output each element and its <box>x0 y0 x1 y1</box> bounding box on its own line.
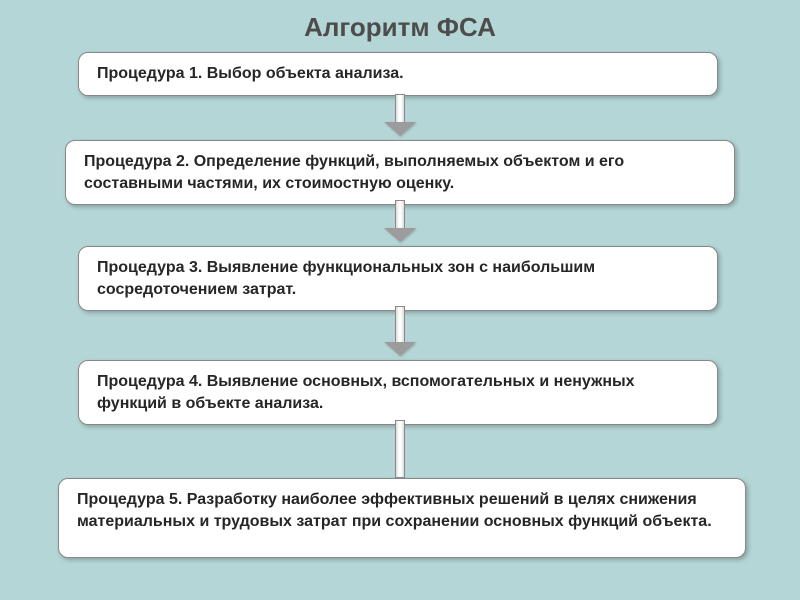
connector-stem <box>395 420 405 478</box>
diagram-title: Алгоритм ФСА <box>0 0 800 43</box>
connector-p3 <box>380 306 420 360</box>
procedure-box-p3: Процедура 3. Выявление функциональных зо… <box>78 246 718 311</box>
procedure-box-p4: Процедура 4. Выявление основных, вспомог… <box>78 360 718 425</box>
connector-p2 <box>380 200 420 246</box>
connector-stem <box>395 306 405 344</box>
diagram-canvas: Алгоритм ФСА Процедура 1. Выбор объекта … <box>0 0 800 600</box>
connector-arrow-icon <box>384 342 416 356</box>
connector-stem <box>395 200 405 230</box>
procedure-box-p2: Процедура 2. Определение функций, выполн… <box>65 140 735 205</box>
connector-p1 <box>380 94 420 140</box>
connector-p4 <box>380 420 420 494</box>
procedure-box-p1: Процедура 1. Выбор объекта анализа. <box>78 52 718 96</box>
connector-arrow-icon <box>384 122 416 136</box>
connector-arrow-icon <box>384 228 416 242</box>
connector-stem <box>395 94 405 124</box>
